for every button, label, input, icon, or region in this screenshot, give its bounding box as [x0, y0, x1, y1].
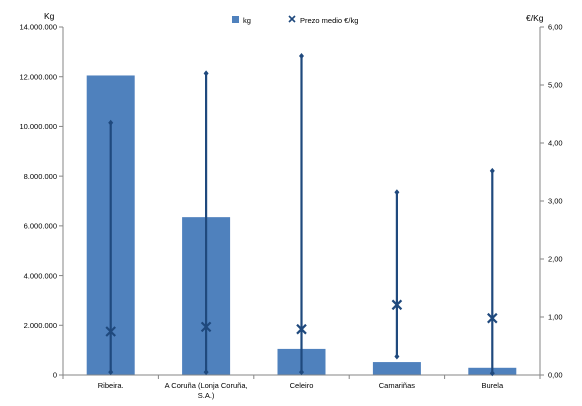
price-mean-marker-0 [105, 326, 116, 337]
price-high-marker-2 [299, 53, 304, 59]
y-left-tick-label-6: 12.000.000 [19, 72, 57, 81]
price-mean-marker-3 [391, 299, 403, 311]
x-tick-label-3: Camariñas [379, 381, 416, 390]
price-mean-stroke-b-0 [105, 326, 116, 337]
y-left-tick-label-5: 10.000.000 [19, 122, 57, 131]
y-right-tick-label-5: 5,00 [548, 81, 563, 90]
price-low-marker-1 [203, 369, 209, 376]
bar-3 [372, 362, 421, 375]
y-left-tick-label-1: 2.000.000 [24, 321, 57, 330]
price-high-marker-3 [394, 189, 400, 196]
price-mean-stroke-b-3 [391, 299, 403, 311]
y-right-tick-label-1: 1,00 [548, 313, 563, 322]
y-left-tick-label-0: 0 [53, 371, 57, 380]
y-right-tick-label-3: 3,00 [548, 197, 563, 206]
y-left-tick-label-7: 14.000.000 [19, 23, 57, 32]
legend-label-kg: kg [243, 16, 251, 25]
price-low-marker-4 [489, 370, 495, 377]
y-right-axis-label: €/Kg [526, 13, 544, 23]
legend-swatch-kg [232, 16, 239, 23]
x-tick-label-4: Burela [481, 381, 504, 390]
price-high-marker-0 [108, 119, 114, 126]
price-mean-marker-4 [487, 312, 498, 324]
price-low-marker-3 [394, 353, 400, 360]
price-mean-stroke-b-4 [487, 312, 498, 324]
x-tick-label-2: Celeiro [290, 381, 314, 390]
y-left-tick-label-3: 6.000.000 [24, 222, 57, 231]
price-low-marker-2 [299, 369, 304, 376]
legend-label-price: Prezo medio €/kg [300, 16, 358, 25]
labels-layer: 0 2.000.000 4.000.000 6.000.000 8.000.000 10.… [19, 23, 562, 400]
legend-marker-price [288, 15, 296, 23]
y-right-tick-label-0: 0,00 [548, 371, 563, 380]
price-mean-marker-1 [200, 321, 212, 333]
price-layer [105, 53, 498, 377]
price-mean-marker-2 [296, 323, 307, 335]
y-right-tick-label-4: 4,00 [548, 139, 563, 148]
price-mean-stroke-b-2 [296, 323, 307, 335]
x-tick-label-1: A Coruña (Lonja Coruña, S.A.) [165, 381, 248, 400]
price-mean-stroke-b-1 [200, 321, 212, 333]
y-right-tick-label-2: 2,00 [548, 255, 563, 264]
y-left-tick-label-4: 8.000.000 [24, 172, 57, 181]
y-left-tick-label-2: 4.000.000 [24, 271, 57, 280]
price-low-marker-0 [108, 369, 114, 376]
legend: kg Prezo medio €/kg [232, 15, 358, 25]
y-right-tick-label-6: 6,00 [548, 23, 563, 32]
price-high-marker-4 [489, 167, 495, 174]
price-high-marker-1 [203, 70, 209, 77]
x-tick-label-0: Ribeira. [98, 381, 124, 390]
y-left-axis-label: Kg [44, 11, 55, 21]
